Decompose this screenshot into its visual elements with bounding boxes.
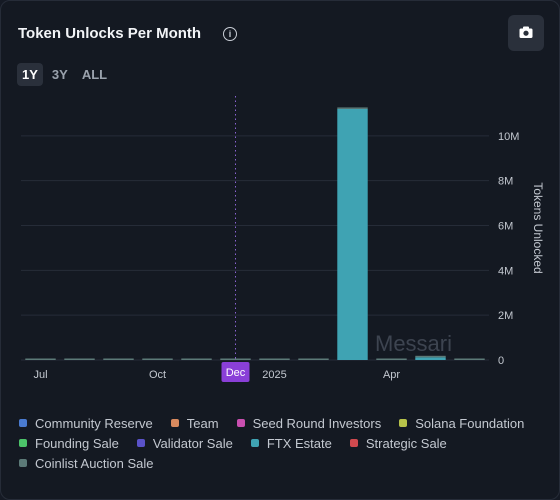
- bar-segment: [142, 358, 173, 360]
- legend-label: Solana Foundation: [415, 415, 525, 431]
- x-tick-label: Jul: [33, 369, 47, 381]
- y-tick-label: 8M: [498, 176, 513, 188]
- messari-watermark: Messari: [375, 331, 452, 356]
- y-tick-label: 2M: [498, 310, 513, 322]
- legend-label: Community Reserve: [35, 415, 153, 431]
- bar-segment: [220, 358, 251, 360]
- x-tick-label: Apr: [383, 369, 400, 381]
- legend-swatch: [236, 419, 245, 427]
- legend-item[interactable]: Strategic Sale: [349, 435, 447, 451]
- y-tick-label: 10M: [498, 131, 519, 143]
- legend-label: Team: [186, 415, 219, 431]
- legend-swatch: [136, 439, 145, 447]
- legend-label: FTX Estate: [266, 435, 332, 451]
- bar-segment: [103, 358, 134, 360]
- tab-all[interactable]: ALL: [81, 67, 108, 82]
- legend-swatch: [19, 419, 27, 427]
- legend-swatch: [250, 439, 259, 447]
- bar-chart: 0 2M 4M 6M 8M 10M Tokens Unlocked Messari Jul Oct…: [21, 96, 545, 382]
- legend-swatch: [19, 459, 27, 467]
- info-icon[interactable]: i: [223, 27, 237, 41]
- camera-icon: [519, 26, 533, 38]
- x-tick-label-current: Dec: [226, 367, 246, 379]
- legend-label: Strategic Sale: [365, 435, 447, 451]
- time-range-tabs: 1Y 3Y ALL: [17, 63, 112, 86]
- tab-3y[interactable]: 3Y: [51, 67, 68, 82]
- legend-swatch: [349, 439, 358, 447]
- legend-item[interactable]: FTX Estate: [250, 435, 332, 451]
- camera-button[interactable]: [508, 15, 544, 51]
- bar-segment: [337, 107, 368, 109]
- x-tick-label: Oct: [149, 369, 166, 381]
- bar-segment: [259, 358, 290, 360]
- bar-segment: [415, 355, 446, 358]
- legend-item[interactable]: Validator Sale: [136, 435, 233, 451]
- y-tick-label: 4M: [498, 265, 513, 277]
- y-axis-label: Tokens Unlocked: [531, 182, 545, 273]
- legend-label: Founding Sale: [35, 435, 119, 451]
- bar-segment: [64, 358, 95, 360]
- legend-swatch: [399, 419, 408, 427]
- bar-segment: [25, 358, 56, 360]
- current-month-badge: [221, 362, 250, 382]
- bar-segment: [337, 108, 368, 360]
- legend-swatch: [19, 439, 27, 447]
- legend-label: Coinlist Auction Sale: [35, 455, 154, 471]
- chart-legend: Community Reserve Team Seed Round Investor…: [19, 415, 549, 471]
- bar-segment: [181, 358, 212, 360]
- legend-item[interactable]: Founding Sale: [19, 435, 119, 451]
- bar-segment: [415, 357, 446, 360]
- y-tick-label: 0: [498, 355, 504, 367]
- x-tick-label: 2025: [262, 369, 286, 381]
- legend-item[interactable]: Coinlist Auction Sale: [19, 455, 154, 471]
- legend-swatch: [170, 419, 179, 427]
- legend-item[interactable]: Seed Round Investors: [236, 415, 382, 431]
- bar-segment: [376, 358, 407, 360]
- y-tick-label: 6M: [498, 221, 513, 233]
- bar-segment: [454, 358, 485, 360]
- legend-item[interactable]: Solana Foundation: [399, 415, 525, 431]
- legend-item[interactable]: Community Reserve: [19, 415, 153, 431]
- legend-item[interactable]: Team: [170, 415, 219, 431]
- legend-label: Validator Sale: [152, 435, 233, 451]
- legend-label: Seed Round Investors: [252, 415, 382, 431]
- tab-1y[interactable]: 1Y: [17, 63, 43, 86]
- bar-segment: [298, 358, 329, 360]
- chart-title: Token Unlocks Per Month: [18, 25, 202, 42]
